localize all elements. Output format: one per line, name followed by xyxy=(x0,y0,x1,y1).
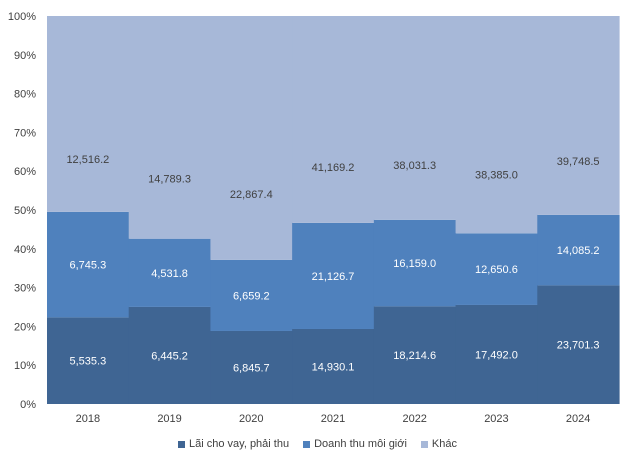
x-tick-label: 2024 xyxy=(566,413,590,425)
data-label: 21,126.7 xyxy=(312,271,355,283)
y-tick-label: 50% xyxy=(14,205,36,217)
bar-segment xyxy=(210,16,293,260)
bar-segment xyxy=(210,259,293,331)
bar-segment xyxy=(455,16,538,234)
data-label: 12,516.2 xyxy=(66,154,109,166)
data-label: 6,659.2 xyxy=(233,290,270,302)
x-axis: 2018 2019 2020 2021 2022 2023 2024 xyxy=(76,413,591,425)
bar-segment xyxy=(373,306,457,404)
x-tick-label: 2022 xyxy=(402,413,426,425)
data-label: 41,169.2 xyxy=(312,162,355,174)
y-tick-label: 90% xyxy=(14,50,36,62)
y-tick-label: 70% xyxy=(14,127,36,139)
data-label: 17,492.0 xyxy=(475,349,518,361)
data-label: 22,867.4 xyxy=(230,189,273,201)
bar-segment xyxy=(47,317,130,404)
legend-swatch-0 xyxy=(178,440,185,448)
legend: Lãi cho vay, phải thu Doanh thu môi giới… xyxy=(0,438,635,450)
bar-segment xyxy=(292,222,375,329)
legend-swatch-1 xyxy=(303,440,311,448)
y-tick-label: 40% xyxy=(14,244,36,256)
y-axis: 0% 10% 20% 30% 40% 50% 60% 70% 80% 90% 100% xyxy=(8,11,36,411)
data-label: 6,445.2 xyxy=(151,350,188,362)
x-tick-label: 2020 xyxy=(239,413,263,425)
x-tick-label: 2018 xyxy=(76,413,100,425)
y-tick-label: 0% xyxy=(20,399,36,411)
data-label: 38,031.3 xyxy=(393,160,436,172)
data-label: 14,930.1 xyxy=(312,361,355,373)
data-label: 6,845.7 xyxy=(233,362,270,374)
data-label: 4,531.8 xyxy=(151,268,188,280)
bars xyxy=(47,16,620,404)
legend-swatch-2 xyxy=(420,440,428,448)
y-tick-label: 20% xyxy=(14,321,36,333)
bar-segment xyxy=(373,16,457,220)
data-label: 38,385.0 xyxy=(475,170,518,182)
data-label: 5,535.3 xyxy=(70,356,107,368)
bar-segment xyxy=(128,16,212,239)
legend-label-2: Khác xyxy=(431,438,457,450)
data-label: 39,748.5 xyxy=(557,156,600,168)
data-labels: 5,535.3 6,745.3 12,516.2 6,445.2 4,531.8 14,7… xyxy=(66,154,599,375)
legend-label-0: Lãi cho vay, phải thu xyxy=(189,438,290,450)
data-label: 14,789.3 xyxy=(148,174,191,186)
bar-segment xyxy=(47,211,130,318)
legend-label-1: Doanh thu môi giới xyxy=(314,438,407,450)
data-label: 14,085.2 xyxy=(557,245,600,257)
legend-item-0: Lãi cho vay, phải thu xyxy=(178,438,289,450)
bar-segment xyxy=(210,330,293,404)
bar-segment xyxy=(455,233,538,305)
x-tick-label: 2023 xyxy=(484,413,508,425)
bar-segment xyxy=(128,238,212,307)
bar-segment xyxy=(537,16,620,215)
y-tick-label: 60% xyxy=(14,166,36,178)
data-label: 12,650.6 xyxy=(475,264,518,276)
bar-segment xyxy=(292,16,375,223)
data-label: 18,214.6 xyxy=(393,350,436,362)
data-label: 6,745.3 xyxy=(70,260,107,272)
bar-segment xyxy=(537,285,620,404)
bar-segment xyxy=(455,304,538,404)
bar-segment xyxy=(373,219,457,307)
y-tick-label: 100% xyxy=(8,11,36,23)
data-label: 23,701.3 xyxy=(557,340,600,352)
legend-item-1: Doanh thu môi giới xyxy=(303,438,407,450)
y-tick-label: 10% xyxy=(14,360,36,372)
x-tick-label: 2021 xyxy=(321,413,345,425)
x-tick-label: 2019 xyxy=(157,413,181,425)
bar-segment xyxy=(292,328,375,404)
bar-segment xyxy=(128,306,212,404)
data-label: 16,159.0 xyxy=(393,258,436,270)
y-tick-label: 80% xyxy=(14,89,36,101)
bar-segment xyxy=(47,16,130,212)
y-tick-label: 30% xyxy=(14,283,36,295)
legend-item-2: Khác xyxy=(420,438,457,450)
bar-segment xyxy=(537,214,620,286)
